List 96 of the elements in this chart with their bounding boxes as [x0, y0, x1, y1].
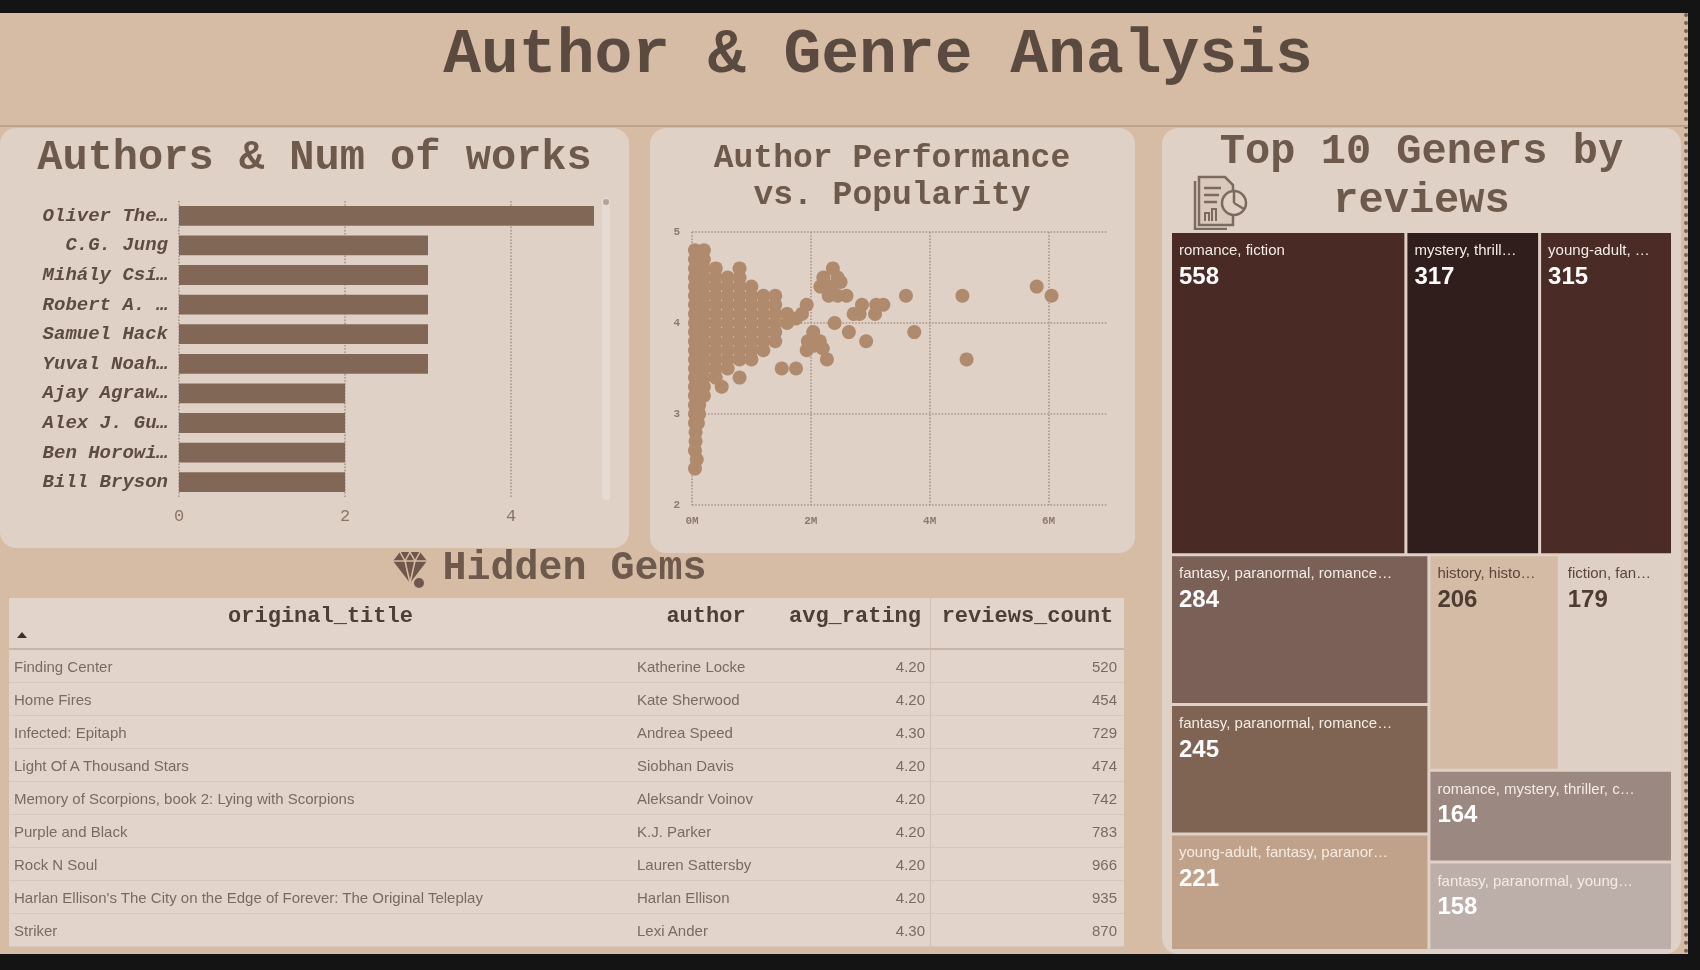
- text: Author & Genre Analysis: [442, 20, 1314, 91]
- category-label: young-adult, …: [1548, 241, 1650, 258]
- category-label: reviews_count: [930, 598, 1124, 648]
- x-tick-label: 6M: [1041, 514, 1056, 527]
- category-label: romance, fiction: [1179, 241, 1285, 258]
- y-tick-label: Bill Bryson: [42, 471, 168, 494]
- y-tick-label: 2: [673, 499, 680, 511]
- text: 520: [1091, 657, 1117, 675]
- y-tick-label: 3: [673, 408, 681, 420]
- category-label: fantasy, paranormal, romance…: [1179, 564, 1393, 582]
- x-tick-label: 2: [339, 507, 351, 526]
- bar: [179, 205, 594, 226]
- data-label: 245: [1179, 734, 1220, 762]
- text: 4.20: [895, 888, 925, 906]
- text: Harlan Ellison: [637, 888, 730, 906]
- text: 4.20: [895, 657, 925, 675]
- text: Aleksandr Voinov: [637, 789, 753, 807]
- y-tick-label: Mihály Csí…: [41, 264, 168, 286]
- text: 935: [1091, 888, 1117, 906]
- text: 783: [1091, 822, 1117, 840]
- text: Light Of A Thousand Stars: [14, 756, 189, 774]
- data-label: 206: [1437, 584, 1478, 612]
- text: 4.20: [895, 690, 925, 708]
- bar: [179, 294, 428, 315]
- text: 4.20: [895, 855, 925, 873]
- y-tick-label: Alex J. Gu…: [41, 412, 168, 434]
- data-label: 164: [1437, 800, 1479, 828]
- data-label: 221: [1179, 863, 1220, 891]
- chart-title: Author Performance vs. Popularity: [712, 140, 1072, 214]
- category-label: fiction, fan…: [1567, 564, 1652, 582]
- text: Lauren Sattersby: [637, 855, 752, 873]
- data-label: 158: [1437, 892, 1478, 920]
- text: 474: [1091, 756, 1117, 774]
- y-tick-label: Ben Horowi…: [42, 441, 168, 464]
- chart-title: Authors & Num of works: [36, 134, 593, 182]
- x-tick-label: 2M: [804, 514, 818, 527]
- text: Hidden Gems: [442, 546, 707, 591]
- text: 4.20: [895, 756, 925, 774]
- data-label: 179: [1567, 584, 1608, 612]
- bar: [179, 442, 345, 463]
- data-label: 317: [1414, 261, 1455, 289]
- bar: [179, 324, 428, 345]
- x-tick-label: 0M: [685, 514, 699, 527]
- text: K.J. Parker: [637, 822, 712, 840]
- text: 4.30: [895, 723, 925, 741]
- x-tick-label: 4M: [923, 514, 937, 527]
- category-label: fantasy, paranormal, romance…: [1179, 714, 1393, 732]
- bar: [179, 353, 428, 374]
- text: 4.20: [895, 822, 925, 840]
- y-tick-label: Samuel Hack: [42, 323, 169, 346]
- text: Lexi Ander: [637, 921, 708, 939]
- text: 742: [1091, 789, 1117, 807]
- data-label: 558: [1179, 261, 1220, 289]
- y-tick-label: Ajay Agraw…: [41, 382, 168, 405]
- x-tick-label: 4: [505, 507, 517, 526]
- text: Top 10 Geners by reviews: [1218, 128, 1625, 226]
- y-tick-label: 5: [673, 226, 681, 238]
- category-label: mystery, thrill…: [1414, 241, 1517, 258]
- category-label: fantasy, paranormal, young…: [1437, 871, 1634, 889]
- text: Home Fires: [14, 690, 92, 708]
- text: Rock N Soul: [14, 855, 98, 873]
- text: Purple and Black: [14, 822, 128, 840]
- y-tick-label: C.G. Jung: [65, 234, 169, 257]
- text: 870: [1091, 921, 1117, 939]
- category-label: romance, mystery, thriller, c…: [1437, 779, 1635, 797]
- text: Finding Center: [14, 657, 113, 675]
- text: Andrea Speed: [637, 723, 733, 741]
- text: Harlan Ellison's The City on the Edge of Forever: The Original Teleplay: [14, 888, 483, 906]
- text: Siobhan Davis: [637, 756, 734, 774]
- x-tick-label: 0: [173, 507, 185, 526]
- bar: [179, 235, 428, 256]
- text: 4.30: [895, 921, 925, 939]
- y-tick-label: Robert A. …: [42, 293, 168, 316]
- y-tick-label: 4: [673, 317, 681, 329]
- category-label: original_title: [227, 603, 414, 631]
- bar: [179, 472, 345, 493]
- text: Infected: Epitaph: [14, 723, 127, 741]
- category-label: avg_rating: [788, 603, 922, 631]
- text: Kate Sherwood: [637, 690, 740, 708]
- category-label: young-adult, fantasy, paranor…: [1179, 843, 1389, 861]
- text: Katherine Locke: [637, 657, 746, 675]
- data-label: 284: [1179, 584, 1220, 612]
- bar: [179, 383, 345, 404]
- bar: [179, 413, 345, 433]
- y-tick-label: Oliver The…: [42, 204, 168, 227]
- text: Striker: [14, 921, 58, 939]
- y-tick-label: Yuval Noah…: [42, 352, 168, 375]
- text: 4.20: [895, 789, 925, 807]
- text: 454: [1091, 690, 1117, 708]
- category-label: history, histo…: [1437, 564, 1536, 582]
- text: 966: [1091, 855, 1117, 873]
- data-label: 315: [1548, 261, 1589, 289]
- text: Memory of Scorpions, book 2: Lying with Scorpions: [14, 789, 355, 807]
- category-label: author: [665, 603, 747, 631]
- bar: [179, 265, 428, 285]
- text: 729: [1091, 723, 1117, 741]
